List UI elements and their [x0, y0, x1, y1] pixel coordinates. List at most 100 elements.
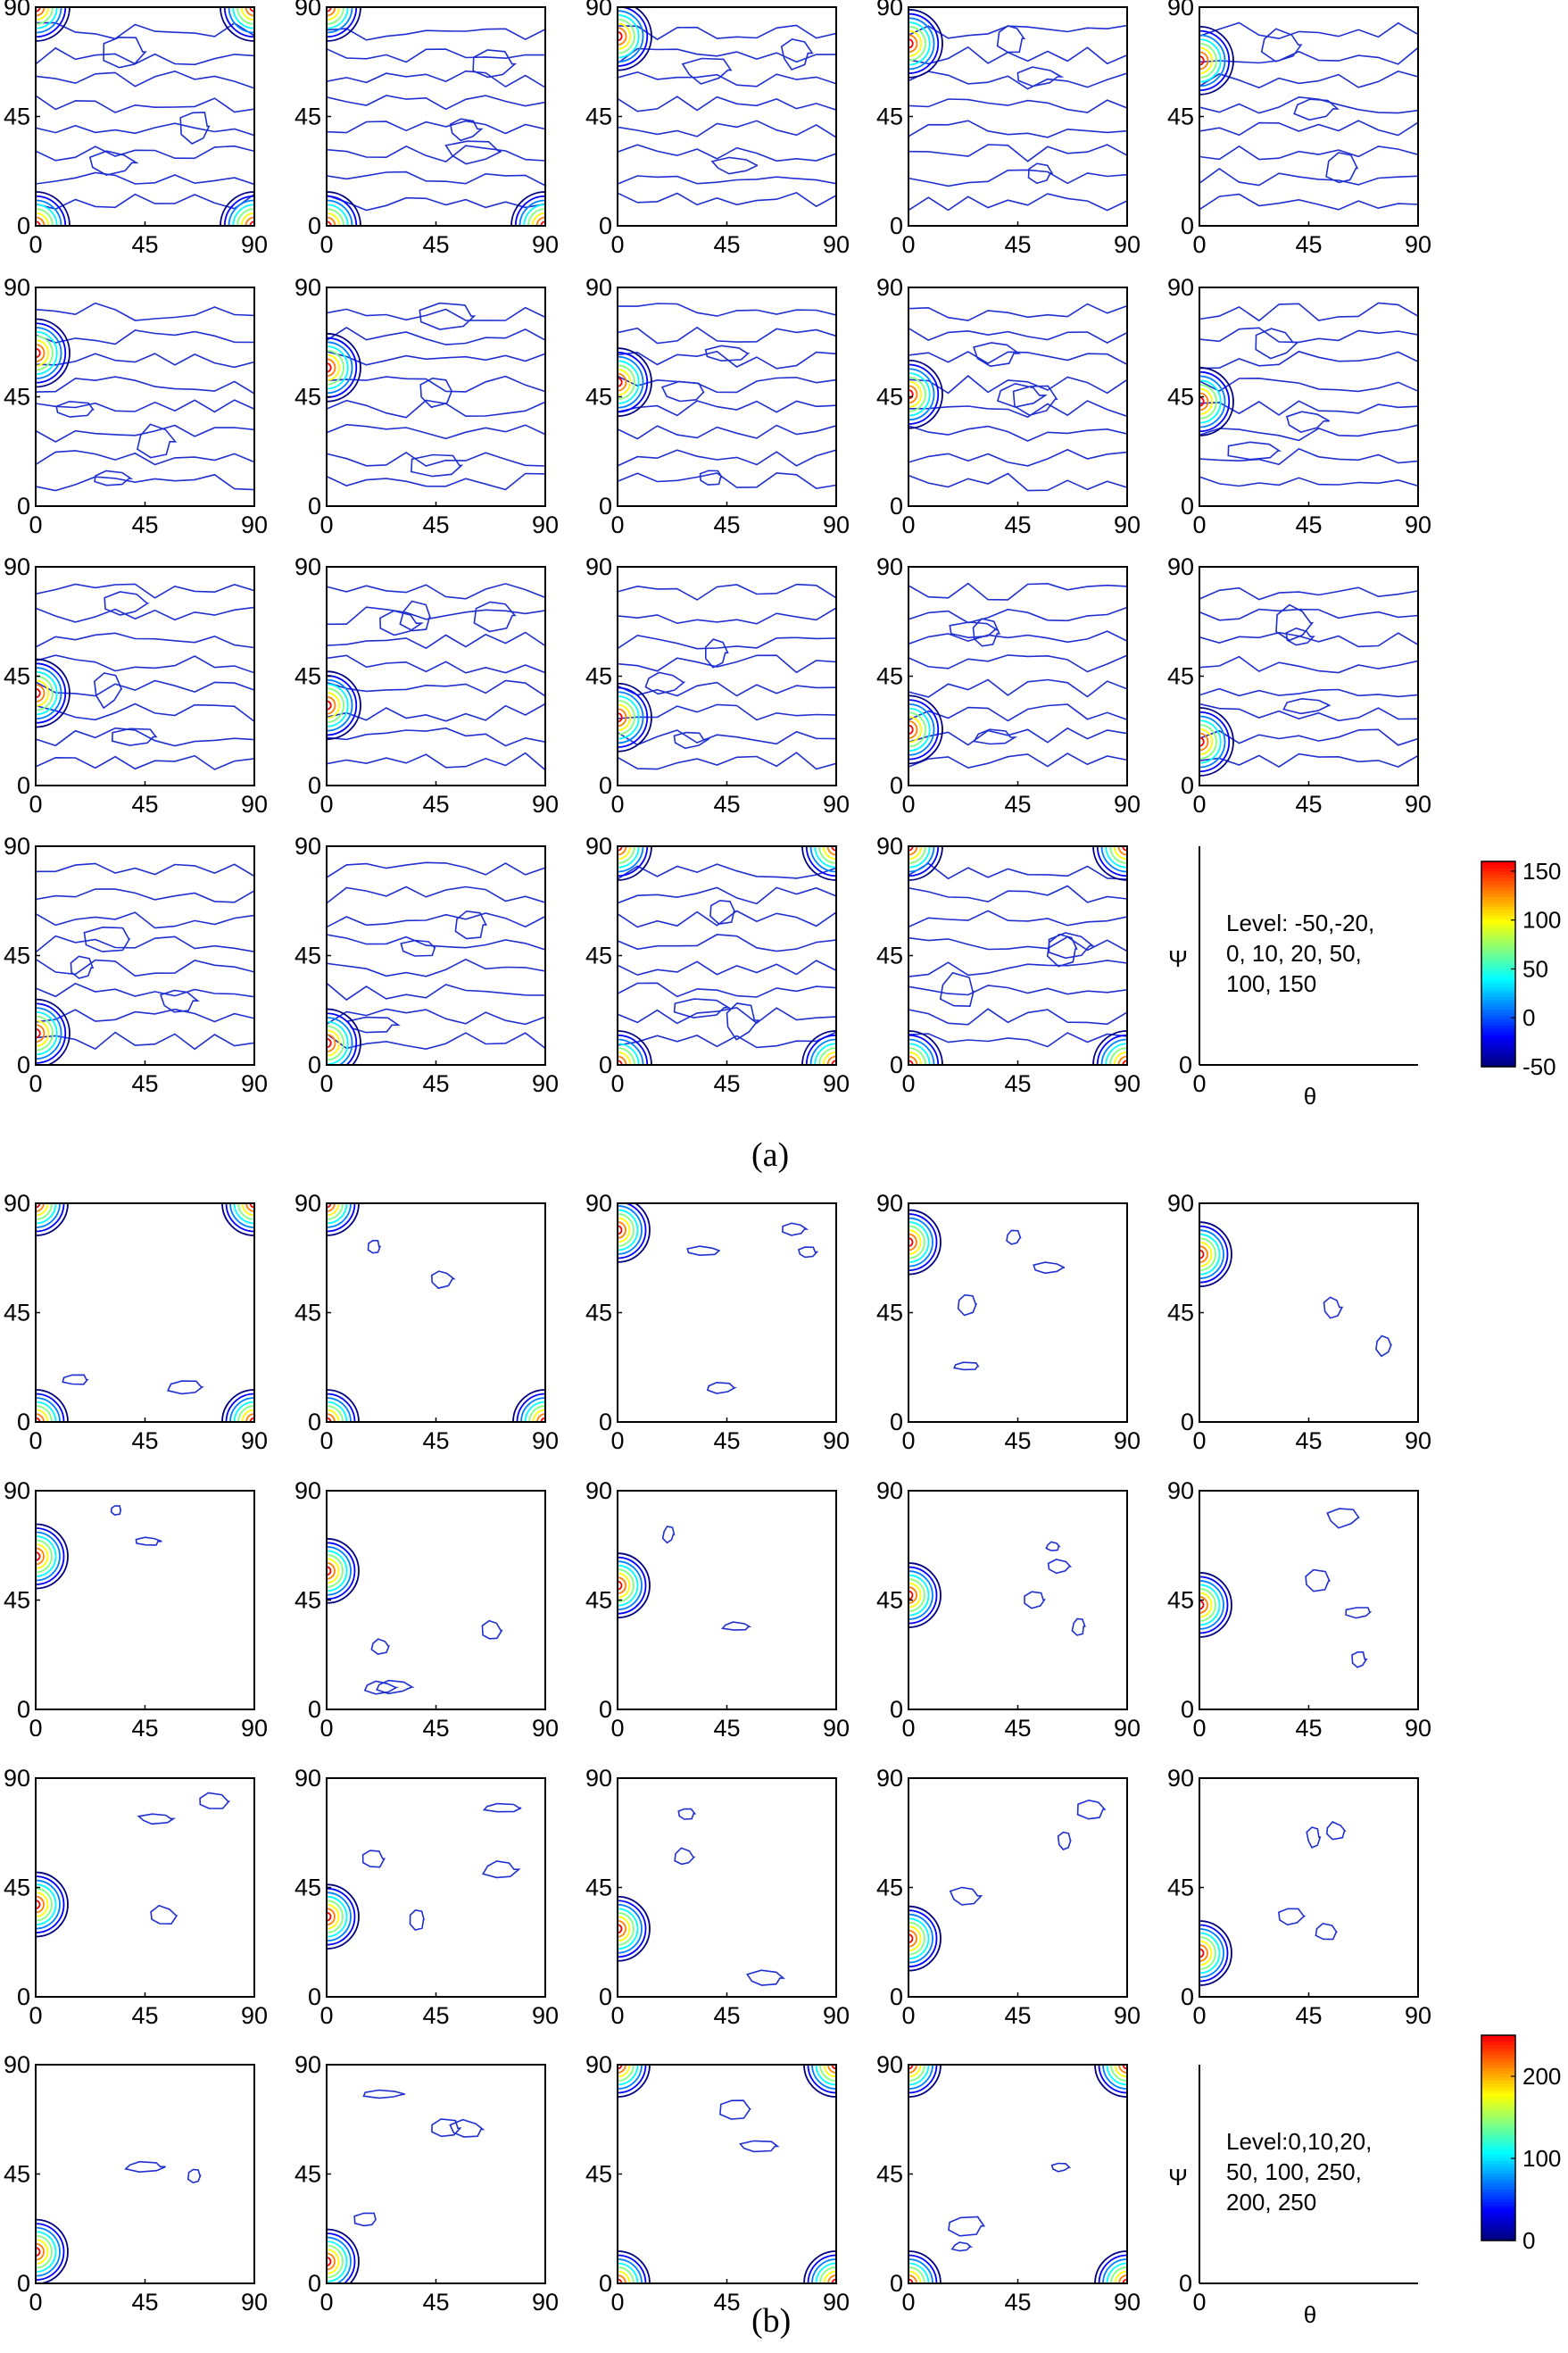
contour-line — [908, 727, 1127, 746]
y-tick-label: 0 — [599, 1409, 612, 1435]
peak-marker — [618, 31, 623, 42]
contour-line — [327, 351, 545, 366]
peak-marker — [908, 380, 923, 408]
peak-marker — [908, 372, 931, 417]
x-tick-label: 0 — [319, 1070, 333, 1097]
peak-marker — [618, 352, 649, 413]
peak-marker — [36, 1010, 58, 1056]
y-tick-label: 0 — [890, 2270, 903, 2297]
y-tick-label: 90 — [4, 0, 30, 21]
contour-line — [482, 1802, 522, 1813]
peak-marker — [36, 684, 46, 703]
peak-marker — [327, 341, 353, 395]
contour-line — [411, 453, 464, 478]
x-tick-label: 45 — [1295, 1427, 1322, 1454]
y-tick-label: 90 — [295, 2051, 321, 2078]
x-tick-label: 90 — [1405, 1427, 1431, 1454]
peak-marker — [908, 8, 943, 79]
contour-line — [327, 28, 545, 41]
peak-marker — [1199, 1572, 1232, 1638]
peak-marker — [908, 707, 931, 752]
y-tick-label: 90 — [1167, 553, 1194, 580]
y-tick-label: 45 — [295, 104, 321, 130]
colorbar-segment — [1481, 2050, 1515, 2056]
contour-line — [473, 601, 517, 633]
plot-area — [908, 8, 1127, 212]
peak-marker — [327, 683, 349, 728]
subplot-b-9: 00 45 45 90 90 — [876, 1477, 1141, 1742]
y-tick-label: 90 — [4, 833, 30, 860]
colorbar-segment — [1481, 2096, 1515, 2100]
colorbar-segment — [1481, 880, 1515, 885]
y-tick-label: 90 — [295, 833, 321, 860]
contour-line — [908, 703, 1127, 722]
peak-marker — [618, 1924, 623, 1934]
y-tick-label: 90 — [876, 274, 903, 301]
contour-line — [36, 583, 254, 599]
colorbar-segment — [1481, 2115, 1515, 2120]
peak-marker — [1199, 1225, 1229, 1284]
peak-marker — [36, 1547, 45, 1566]
plot-frame — [617, 1202, 837, 1423]
contour-line — [1351, 1651, 1368, 1668]
colorbar-a: 150 100 50 0 -50 — [1481, 858, 1561, 1080]
contour-line — [618, 424, 836, 440]
panel-a-label: (a) — [751, 1136, 790, 1174]
contour-line — [1047, 1559, 1073, 1575]
plot-frame — [1199, 1490, 1419, 1710]
contour-line — [399, 600, 432, 632]
plot-area — [908, 846, 1127, 1065]
contour-line — [1260, 28, 1303, 62]
peak-marker — [36, 2218, 69, 2283]
legend-ylabel: Ψ — [1168, 945, 1188, 972]
peak-marker — [908, 1913, 933, 1964]
contour-line — [677, 1808, 697, 1820]
subplot-b-6: 00 45 45 90 90 — [4, 1477, 268, 1742]
y-tick-label: 0 — [17, 1983, 30, 2010]
contour-line — [1016, 66, 1065, 87]
colorbar-tick-label: 100 — [1522, 2145, 1561, 2172]
x-tick-label: 45 — [422, 1070, 449, 1097]
contour-line — [908, 120, 1127, 138]
contour-line — [1326, 1508, 1360, 1529]
peak-marker — [908, 1209, 942, 1276]
plot-frame — [908, 2064, 1128, 2284]
x-tick-label: 45 — [1295, 791, 1322, 818]
contour-line — [1199, 120, 1418, 137]
plot-frame — [35, 1490, 255, 1710]
peak-marker — [36, 1895, 45, 1914]
plot-frame — [908, 6, 1128, 227]
contour-line — [618, 934, 836, 952]
x-tick-label: 0 — [901, 1070, 915, 1097]
peak-marker — [618, 1560, 643, 1611]
contour-line — [104, 591, 150, 616]
colorbar-segment — [1481, 861, 1515, 866]
x-tick-label: 90 — [1405, 231, 1431, 258]
plot-area — [908, 582, 1127, 769]
y-tick-label: 45 — [585, 943, 612, 969]
peak-marker — [1199, 1221, 1232, 1288]
peak-marker — [618, 1213, 635, 1247]
colorbar-segment — [1481, 2060, 1515, 2065]
peak-marker — [908, 1233, 917, 1251]
y-tick-label: 45 — [585, 384, 612, 411]
peak-marker — [908, 1562, 942, 1628]
subplot-b-8: 00 45 45 90 90 — [585, 1477, 850, 1742]
peak-marker — [1199, 1229, 1224, 1280]
y-tick-label: 0 — [890, 1052, 903, 1078]
contour-line — [618, 350, 836, 370]
subplot-a-15: 00 45 45 90 90 — [1167, 553, 1431, 818]
peak-marker — [36, 1892, 49, 1917]
peak-marker — [1199, 1584, 1221, 1626]
y-tick-label: 45 — [876, 384, 903, 411]
plot-frame — [1199, 6, 1419, 227]
colorbar-segment — [1481, 977, 1515, 981]
x-tick-label: 90 — [823, 2289, 850, 2316]
contour-line — [618, 47, 836, 64]
y-tick-label: 0 — [1181, 1696, 1194, 1723]
contour-line — [327, 70, 545, 88]
peak-marker — [618, 1205, 643, 1255]
colorbar-segment — [1481, 922, 1515, 927]
contour-line — [449, 118, 484, 142]
contour-line — [111, 728, 158, 746]
